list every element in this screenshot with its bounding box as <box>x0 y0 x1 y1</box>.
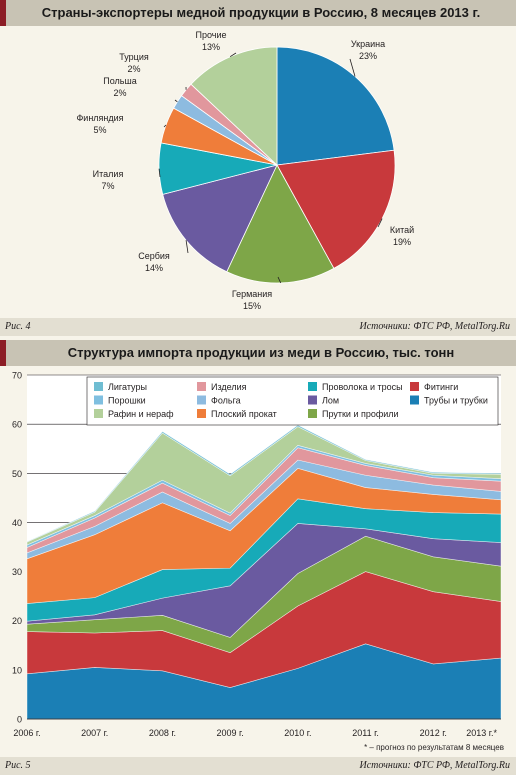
pie-label-value: 2% <box>113 88 126 98</box>
pie-label-name: Украина <box>351 39 385 49</box>
legend-swatch <box>197 409 206 418</box>
legend-entry: Фитинги <box>424 382 458 392</box>
x-tick-label: 2009 г. <box>217 728 244 738</box>
x-tick-label: 2013 г.* <box>466 728 497 738</box>
pie-leader-line <box>277 276 282 284</box>
y-tick-label: 10 <box>12 665 22 675</box>
pie-leader-line <box>349 58 356 77</box>
figure-4-label: Рис. 4 <box>5 321 31 332</box>
figure-5-label: Рис. 5 <box>5 760 31 771</box>
y-tick-label: 70 <box>12 371 22 381</box>
figure-4-footer: Рис. 4 Источники: ФТС РФ, MetalTorg.Ru <box>0 318 516 336</box>
area-chart: 0 10 20 30 40 50 60 70 2006 г. 2007 г. 2008 г. 2009… <box>12 371 504 753</box>
pie-label-name: Германия <box>232 289 272 299</box>
pie-slice-1 <box>276 46 395 166</box>
area-chart-title: Структура импорта продукции из меди в Ро… <box>67 345 455 360</box>
pie-slice-9 <box>190 46 278 166</box>
pie-label-name: Турция <box>119 52 149 62</box>
pie-leader-line <box>185 240 189 254</box>
legend-entry: Трубы и трубки <box>424 396 488 406</box>
pie-chart: Украина 23% Китай 19% Германия 15% Сербия 14% Ит… <box>76 30 414 311</box>
legend-swatch <box>410 382 419 391</box>
legend-box <box>86 376 499 426</box>
y-tick-label: 50 <box>12 469 22 479</box>
legend-entry: Прутки и профили <box>322 409 399 419</box>
forecast-note: * – прогноз по результатам 8 месяцев <box>364 743 504 752</box>
y-tick-label: 20 <box>12 616 22 626</box>
legend-entry: Рафин и нераф <box>108 409 174 419</box>
pie-label-name: Сербия <box>138 251 170 261</box>
x-tick-label: 2011 г. <box>352 728 379 738</box>
pie-label-value: 7% <box>101 181 114 191</box>
area-chart-title-bar: Структура импорта продукции из меди в Ро… <box>0 340 516 366</box>
pie-label-value: 5% <box>93 125 106 135</box>
pie-label-name: Польша <box>103 76 136 86</box>
pie-leader-line <box>158 168 161 178</box>
legend-swatch <box>197 382 206 391</box>
pie-chart-title: Страны-экспортеры медной продукции в Рос… <box>41 5 481 20</box>
legend-entry: Проволока и тросы <box>322 382 403 392</box>
area-series <box>26 424 502 543</box>
pie-label-value: 13% <box>202 42 220 52</box>
legend-entry: Лигатуры <box>108 382 147 392</box>
legend-entry: Лом <box>322 396 339 406</box>
legend-swatch <box>94 395 103 405</box>
legend-swatch <box>410 395 419 405</box>
pie-label-name: Китай <box>390 225 414 235</box>
pie-leader-line <box>174 99 178 103</box>
figure-5-footer: Рис. 5 Источники: ФТС РФ, MetalTorg.Ru <box>0 757 516 775</box>
figure-4-source: Источники: ФТС РФ, MetalTorg.Ru <box>359 321 510 332</box>
legend-swatch <box>94 382 103 391</box>
pie-label-name: Прочие <box>195 30 226 40</box>
title-accent <box>0 0 6 26</box>
pie-label-value: 14% <box>145 263 163 273</box>
figure-5-source: Источники: ФТС РФ, MetalTorg.Ru <box>359 760 510 771</box>
y-tick-label: 60 <box>12 420 22 430</box>
pie-leader-line <box>163 124 167 128</box>
pie-leader-line <box>229 52 237 58</box>
legend-swatch <box>94 409 103 418</box>
y-tick-label: 0 <box>17 715 22 725</box>
legend-entry: Плоский прокат <box>211 409 277 419</box>
y-tick-label: 40 <box>12 518 22 528</box>
pie-label-value: 23% <box>359 51 377 61</box>
legend-swatch <box>308 395 317 405</box>
x-tick-label: 2008 г. <box>149 728 176 738</box>
y-tick-label: 30 <box>12 567 22 577</box>
pie-label-name: Италия <box>93 169 124 179</box>
pie-label-value: 19% <box>393 237 411 247</box>
legend-swatch <box>308 409 317 418</box>
legend-swatch <box>308 382 317 391</box>
legend-entry: Изделия <box>211 382 247 392</box>
x-tick-label: 2010 г. <box>284 728 311 738</box>
x-tick-label: 2006 г. <box>13 728 40 738</box>
legend-swatch <box>197 395 206 405</box>
pie-label-value: 2% <box>127 64 140 74</box>
pie-chart-title-bar: Страны-экспортеры медной продукции в Рос… <box>0 0 516 26</box>
pie-leader-line <box>377 218 383 228</box>
title-accent <box>0 340 6 366</box>
x-tick-label: 2012 г. <box>420 728 447 738</box>
legend-entry: Порошки <box>108 396 146 406</box>
legend-entry: Фольга <box>211 396 241 406</box>
pie-label-value: 15% <box>243 301 261 311</box>
x-tick-label: 2007 г. <box>81 728 108 738</box>
pie-label-name: Финляндия <box>76 113 123 123</box>
